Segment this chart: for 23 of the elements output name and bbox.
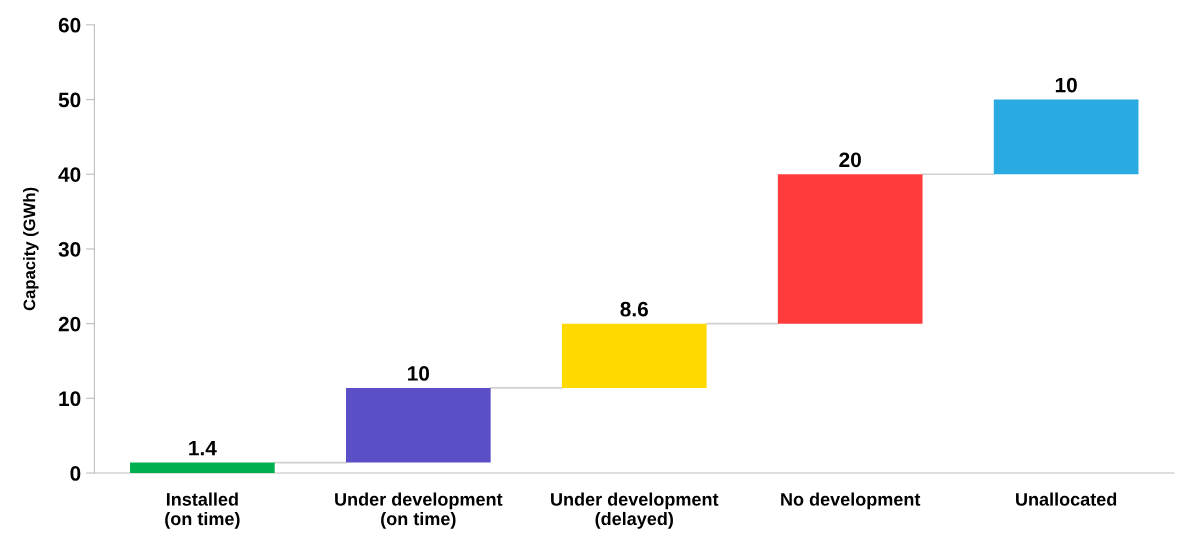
y-tick-label: 0: [70, 466, 81, 481]
y-tick-label: 20: [58, 316, 81, 332]
y-tick-label: 40: [58, 167, 81, 182]
bar: [993, 99, 1139, 175]
bar: [777, 174, 923, 324]
data-label: 8.6: [620, 301, 648, 317]
y-axis-title: Capacity (GWh): [23, 187, 39, 311]
data-label: 20: [839, 152, 861, 168]
bar: [561, 323, 707, 388]
y-tick-label: 50: [58, 92, 81, 108]
x-tick-label: Under development (on time): [335, 492, 503, 529]
data-label: 10: [408, 366, 430, 381]
x-tick-label: Installed (on time): [165, 492, 240, 529]
bar: [345, 387, 491, 463]
y-tick-label: 30: [58, 241, 81, 257]
data-label: 10: [1055, 77, 1077, 93]
x-tick-label: Unallocated: [1016, 492, 1117, 506]
y-tick-label: 10: [59, 391, 81, 407]
bar: [130, 462, 275, 474]
x-tick-label: No development: [781, 492, 921, 510]
x-tick-label: Under development (delayed): [551, 492, 719, 529]
y-tick-label: 60: [58, 17, 81, 33]
data-label: 1.4: [189, 440, 217, 456]
